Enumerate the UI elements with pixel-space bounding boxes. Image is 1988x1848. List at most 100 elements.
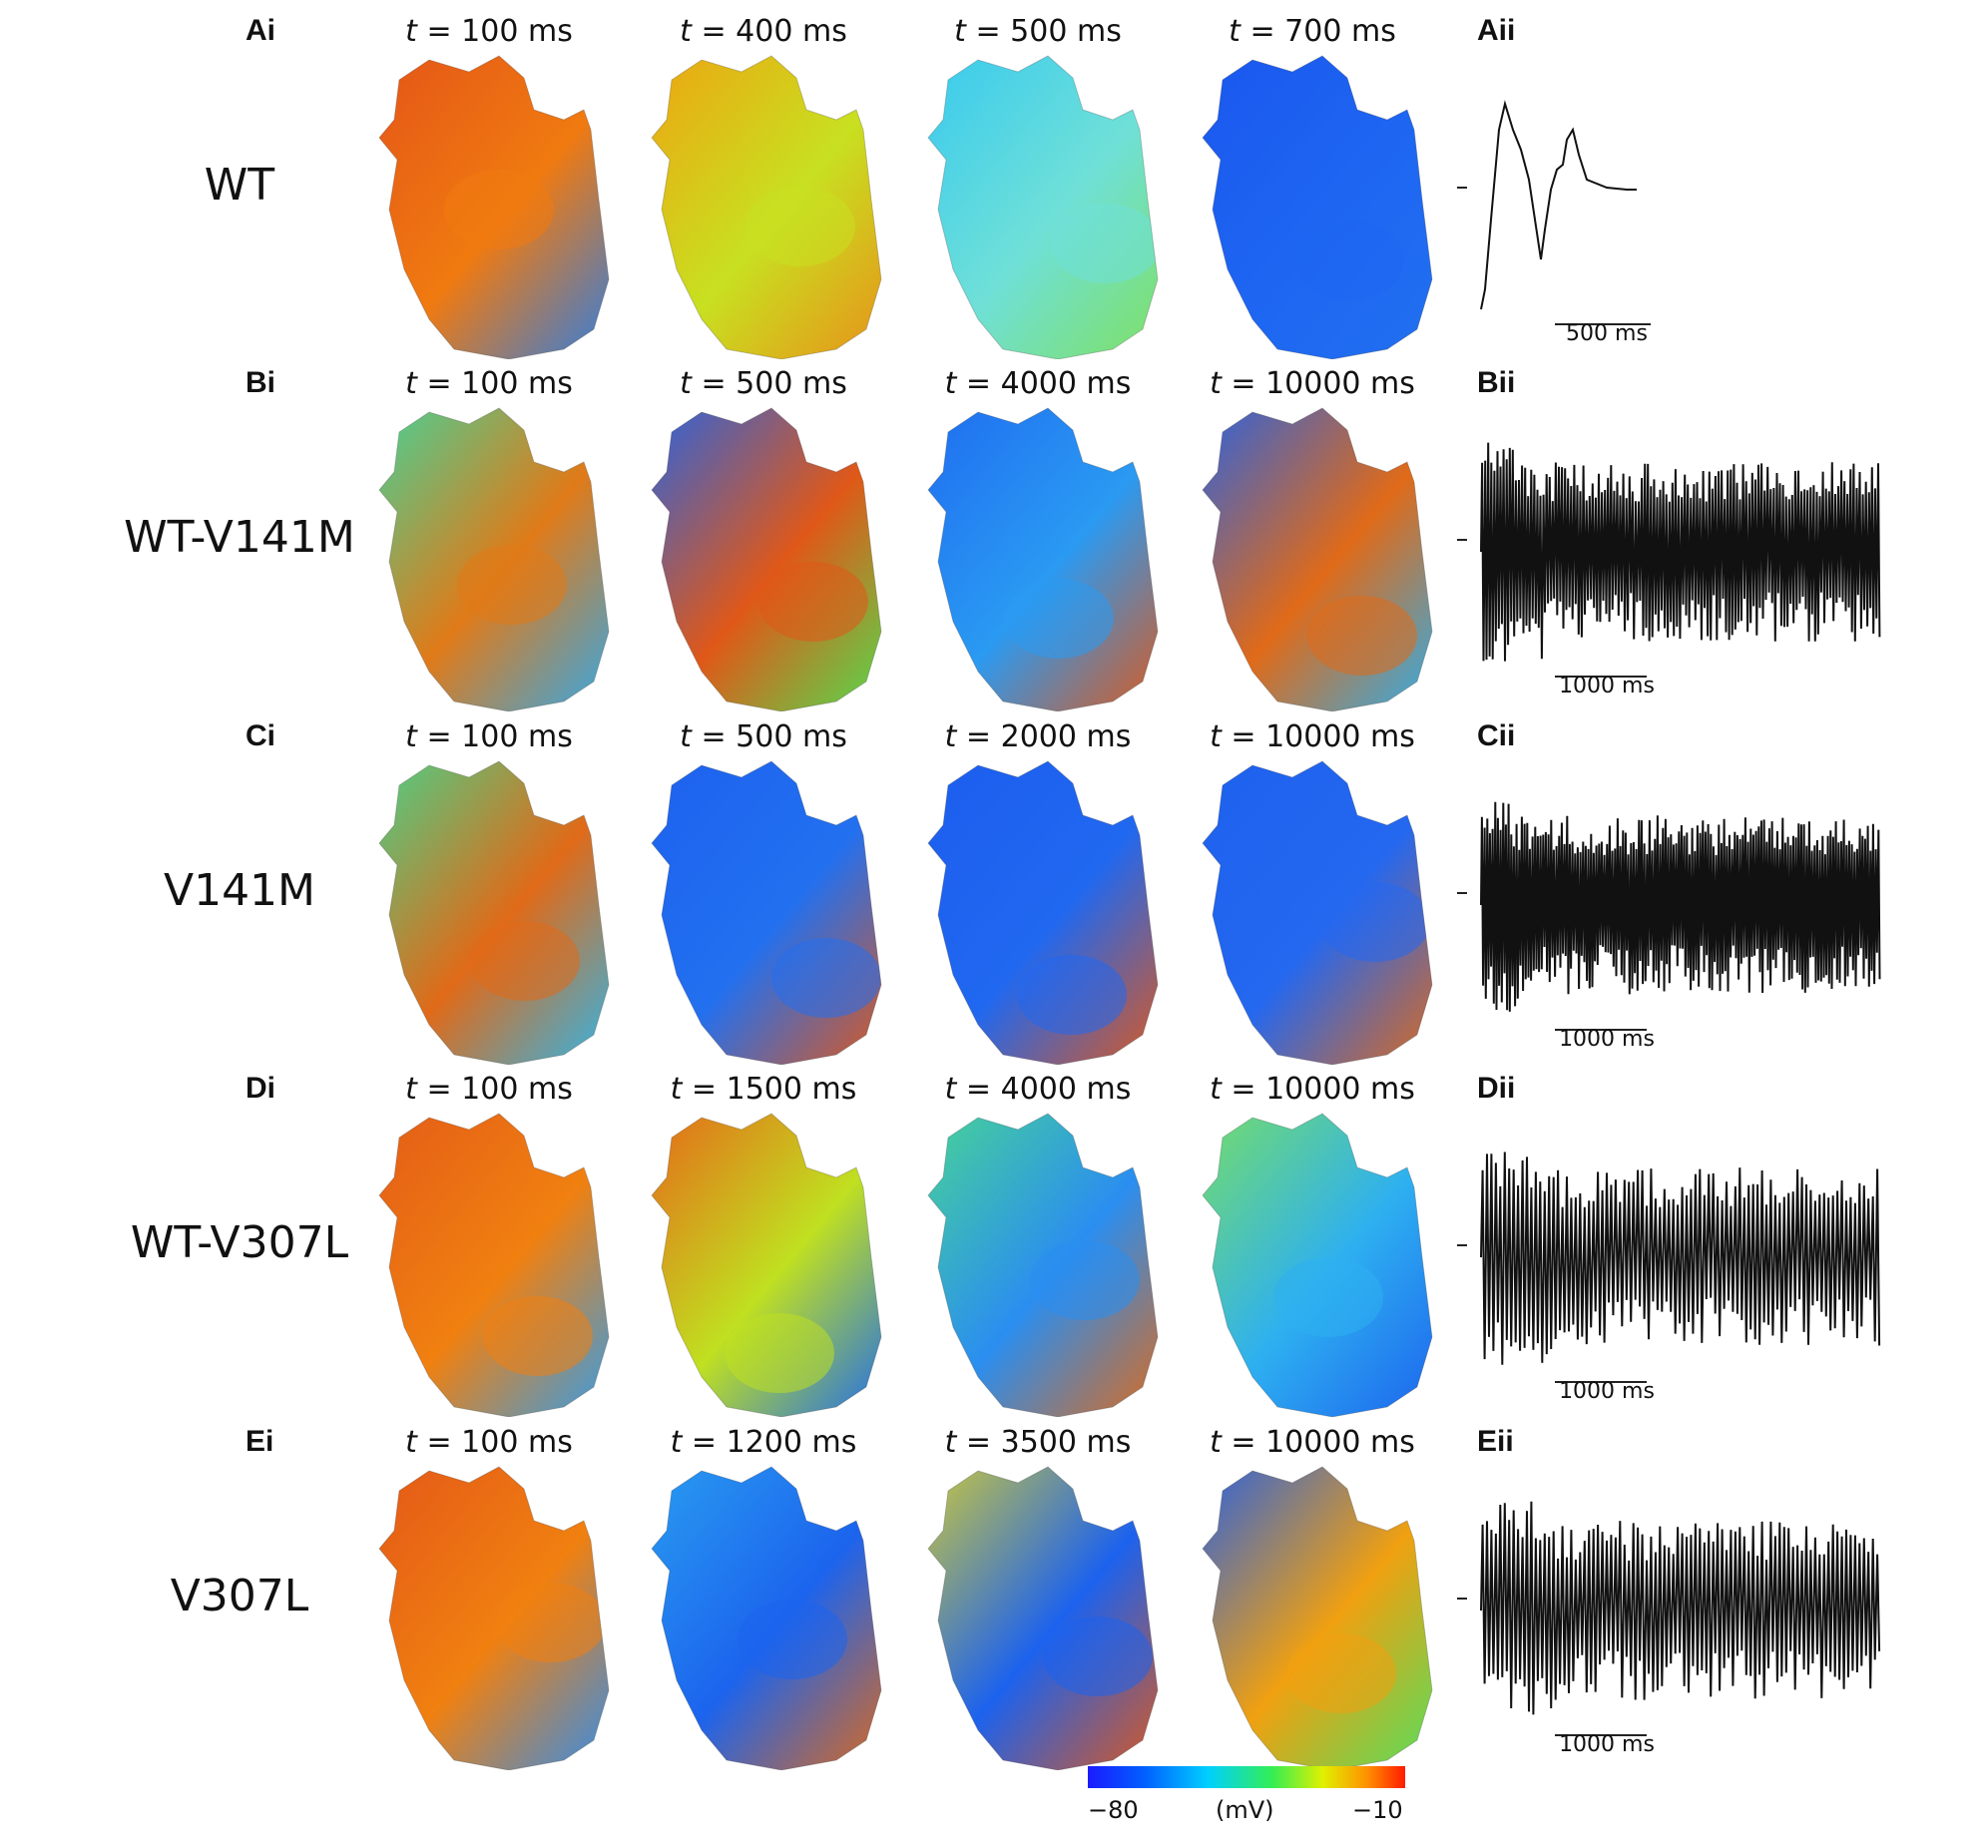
time-label: t = 100 ms [359, 366, 619, 401]
time-symbol: t [1210, 1072, 1222, 1107]
time-label: t = 10000 ms [1183, 719, 1442, 754]
voltage-trace [1457, 442, 1881, 678]
equals-sign: = [416, 1072, 462, 1107]
voltage-map [927, 55, 1159, 359]
time-symbol: t [944, 366, 957, 401]
condition-label: V141M [163, 865, 316, 916]
voltage-map [378, 55, 610, 359]
time-symbol: t [680, 14, 692, 49]
time-unit: ms [527, 14, 573, 49]
voltage-map [651, 760, 882, 1065]
panel-label-eii: Eii [1477, 1425, 1514, 1458]
time-unit: ms [1370, 1072, 1415, 1107]
time-symbol: t [1229, 14, 1241, 49]
time-symbol: t [1210, 1425, 1222, 1460]
equals-sign: = [691, 719, 737, 754]
voltage-trace [1457, 100, 1651, 325]
time-symbol: t [944, 1425, 957, 1460]
time-label: t = 400 ms [634, 14, 893, 49]
equals-sign: = [1240, 14, 1285, 49]
time-unit: ms [527, 366, 573, 401]
voltage-map [1202, 1466, 1433, 1770]
time-value: 100 [461, 1425, 519, 1460]
time-value: 100 [461, 1072, 519, 1107]
voltage-trace [1457, 1501, 1881, 1736]
scale-bar-label: 1000 ms [1559, 674, 1655, 698]
equals-sign: = [682, 1425, 727, 1460]
equals-sign: = [691, 366, 737, 401]
equals-sign: = [682, 1072, 727, 1107]
panel-label-ai: Ai [246, 14, 275, 47]
time-symbol: t [405, 1425, 417, 1460]
condition-label: WT [204, 160, 275, 211]
voltage-map [378, 1466, 610, 1770]
voltage-map [1202, 55, 1433, 359]
equals-sign: = [956, 719, 1001, 754]
panel-label-dii: Dii [1477, 1072, 1516, 1105]
time-unit: ms [527, 719, 573, 754]
time-value: 10000 [1265, 719, 1361, 754]
time-unit: ms [801, 719, 847, 754]
equals-sign: = [1221, 719, 1266, 754]
time-value: 500 [1010, 14, 1068, 49]
time-label: t = 100 ms [359, 1425, 619, 1460]
panel-label-aii: Aii [1477, 14, 1516, 47]
equals-sign: = [956, 1425, 1001, 1460]
time-unit: ms [811, 1425, 857, 1460]
time-symbol: t [1210, 366, 1222, 401]
time-label: t = 500 ms [908, 14, 1168, 49]
time-label: t = 1500 ms [634, 1072, 893, 1107]
time-symbol: t [954, 14, 966, 49]
time-unit: ms [811, 1072, 857, 1107]
time-symbol: t [680, 719, 692, 754]
equals-sign: = [1221, 1425, 1266, 1460]
panel-label-bii: Bii [1477, 366, 1516, 399]
colorbar-unit-label: (mV) [1216, 1796, 1274, 1824]
time-label: t = 10000 ms [1183, 1072, 1442, 1107]
time-value: 100 [461, 366, 519, 401]
time-label: t = 100 ms [359, 14, 619, 49]
voltage-map [378, 407, 610, 711]
panel-label-cii: Cii [1477, 719, 1516, 752]
time-unit: ms [1086, 719, 1132, 754]
time-unit: ms [1086, 366, 1132, 401]
time-symbol: t [944, 1072, 957, 1107]
voltage-map [651, 1466, 882, 1770]
time-label: t = 10000 ms [1183, 1425, 1442, 1460]
time-value: 1500 [726, 1072, 802, 1107]
time-symbol: t [680, 366, 692, 401]
time-label: t = 1200 ms [634, 1425, 893, 1460]
time-value: 2000 [1000, 719, 1077, 754]
equals-sign: = [416, 1425, 462, 1460]
equals-sign: = [416, 719, 462, 754]
time-value: 700 [1284, 14, 1342, 49]
time-value: 10000 [1265, 1072, 1361, 1107]
time-value: 500 [736, 366, 793, 401]
panel-label-ci: Ci [246, 719, 275, 752]
time-value: 4000 [1000, 366, 1077, 401]
colorbar-max-label: −10 [1352, 1796, 1403, 1824]
time-unit: ms [801, 366, 847, 401]
time-symbol: t [405, 719, 417, 754]
condition-label: WT-V141M [124, 512, 355, 563]
equals-sign: = [691, 14, 737, 49]
voltage-map [1202, 760, 1433, 1065]
time-unit: ms [1086, 1072, 1132, 1107]
time-value: 4000 [1000, 1072, 1077, 1107]
time-value: 10000 [1265, 1425, 1361, 1460]
scale-bar-label: 1000 ms [1559, 1027, 1655, 1052]
panel-label-bi: Bi [246, 366, 275, 399]
time-value: 1200 [726, 1425, 802, 1460]
voltage-map [1202, 407, 1433, 711]
condition-label: V307L [170, 1571, 309, 1621]
time-symbol: t [670, 1425, 683, 1460]
voltage-map [651, 1113, 882, 1417]
equals-sign: = [416, 14, 462, 49]
time-value: 500 [736, 719, 793, 754]
time-unit: ms [1076, 14, 1122, 49]
equals-sign: = [416, 366, 462, 401]
voltage-map [927, 1113, 1159, 1417]
voltage-trace [1457, 1152, 1881, 1383]
time-label: t = 4000 ms [908, 366, 1168, 401]
voltage-map [927, 1466, 1159, 1770]
